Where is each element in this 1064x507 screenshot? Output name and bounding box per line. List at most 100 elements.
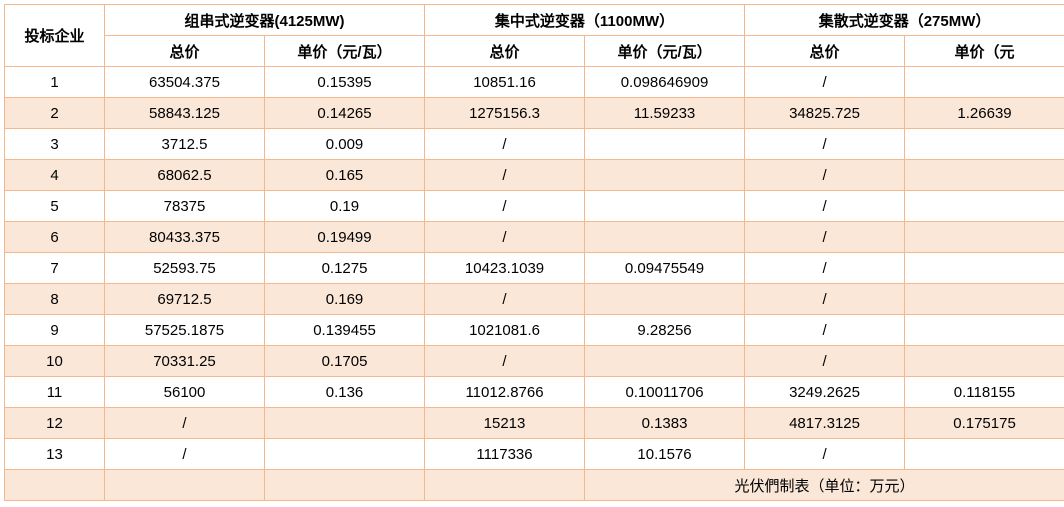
inverter-bid-table: 投标企业 组串式逆变器(4125MW) 集中式逆变器（1100MW） 集散式逆变… (4, 4, 1064, 501)
data-cell: 69712.5 (105, 284, 265, 315)
footer-row: 光伏們制表（单位：万元） (5, 470, 1064, 501)
data-cell: / (745, 439, 905, 470)
data-cell: 1.26639 (905, 98, 1064, 129)
data-cell: 15213 (425, 408, 585, 439)
data-cell: 11.59233 (585, 98, 745, 129)
data-cell: 0.169 (265, 284, 425, 315)
data-cell: 1275156.3 (425, 98, 585, 129)
data-cell: 0.1275 (265, 253, 425, 284)
data-cell (585, 129, 745, 160)
data-cell: / (105, 439, 265, 470)
data-cell: 68062.5 (105, 160, 265, 191)
data-cell: / (425, 160, 585, 191)
data-cell: / (745, 160, 905, 191)
data-cell (905, 315, 1064, 346)
table-row: 5783750.19// (5, 191, 1064, 222)
data-cell: 56100 (105, 377, 265, 408)
data-cell: / (425, 284, 585, 315)
data-cell (585, 160, 745, 191)
data-cell: 0.139455 (265, 315, 425, 346)
table-row: 13/111733610.1576/ (5, 439, 1064, 470)
data-cell: 0.19499 (265, 222, 425, 253)
data-cell: 10851.16 (425, 67, 585, 98)
table-row: 11561000.13611012.87660.100117063249.262… (5, 377, 1064, 408)
data-cell: 10423.1039 (425, 253, 585, 284)
bidder-id: 10 (5, 346, 105, 377)
header-sub: 总价 (425, 36, 585, 67)
bidder-id: 12 (5, 408, 105, 439)
bidder-id: 3 (5, 129, 105, 160)
bidder-id: 8 (5, 284, 105, 315)
table-row: 33712.50.009// (5, 129, 1064, 160)
header-sub: 单价（元/瓦） (585, 36, 745, 67)
table-row: 680433.3750.19499// (5, 222, 1064, 253)
data-cell (905, 67, 1064, 98)
footer-note: 光伏們制表（单位：万元） (585, 470, 1064, 501)
data-cell: 63504.375 (105, 67, 265, 98)
data-cell: / (745, 346, 905, 377)
header-group-central: 集中式逆变器（1100MW） (425, 5, 745, 36)
data-cell (585, 191, 745, 222)
table-row: 258843.1250.142651275156.311.5923334825.… (5, 98, 1064, 129)
header-group-string: 组串式逆变器(4125MW) (105, 5, 425, 36)
table-row: 1070331.250.1705// (5, 346, 1064, 377)
data-cell: 0.165 (265, 160, 425, 191)
data-cell (905, 284, 1064, 315)
data-cell (905, 439, 1064, 470)
header-sub: 单价（元 (905, 36, 1064, 67)
data-cell (585, 346, 745, 377)
data-cell: 78375 (105, 191, 265, 222)
data-cell: / (745, 222, 905, 253)
header-bidder: 投标企业 (5, 5, 105, 67)
table-header: 投标企业 组串式逆变器(4125MW) 集中式逆变器（1100MW） 集散式逆变… (5, 5, 1064, 67)
data-cell (905, 222, 1064, 253)
table-row: 12/152130.13834817.31250.175175 (5, 408, 1064, 439)
bidder-id: 4 (5, 160, 105, 191)
data-cell: / (425, 191, 585, 222)
table-row: 752593.750.127510423.10390.09475549/ (5, 253, 1064, 284)
bidder-id: 2 (5, 98, 105, 129)
data-cell: 0.175175 (905, 408, 1064, 439)
data-cell: 58843.125 (105, 98, 265, 129)
table-body: 163504.3750.1539510851.160.098646909/258… (5, 67, 1064, 501)
header-group-distributed: 集散式逆变器（275MW） (745, 5, 1064, 36)
data-cell: 9.28256 (585, 315, 745, 346)
data-cell (905, 253, 1064, 284)
data-cell (905, 191, 1064, 222)
data-cell: 0.14265 (265, 98, 425, 129)
data-cell (905, 160, 1064, 191)
data-cell: 0.098646909 (585, 67, 745, 98)
data-cell: 57525.1875 (105, 315, 265, 346)
bidder-id: 13 (5, 439, 105, 470)
data-cell: 0.09475549 (585, 253, 745, 284)
bidder-id: 11 (5, 377, 105, 408)
data-cell: 0.1383 (585, 408, 745, 439)
data-cell: 80433.375 (105, 222, 265, 253)
bidder-id: 1 (5, 67, 105, 98)
data-cell: 34825.725 (745, 98, 905, 129)
data-cell: 1117336 (425, 439, 585, 470)
data-cell (265, 408, 425, 439)
data-cell: / (745, 67, 905, 98)
data-cell: 3712.5 (105, 129, 265, 160)
data-cell: 70331.25 (105, 346, 265, 377)
table-row: 957525.18750.1394551021081.69.28256/ (5, 315, 1064, 346)
data-cell: / (745, 284, 905, 315)
footer-blank (425, 470, 585, 501)
data-cell: 52593.75 (105, 253, 265, 284)
bidder-id: 6 (5, 222, 105, 253)
data-cell: 0.15395 (265, 67, 425, 98)
data-cell: 0.009 (265, 129, 425, 160)
data-cell (265, 439, 425, 470)
data-cell: 3249.2625 (745, 377, 905, 408)
data-cell: 4817.3125 (745, 408, 905, 439)
data-cell (905, 346, 1064, 377)
data-cell (585, 284, 745, 315)
data-cell: / (745, 191, 905, 222)
data-cell: 10.1576 (585, 439, 745, 470)
header-sub: 总价 (105, 36, 265, 67)
header-sub: 单价（元/瓦） (265, 36, 425, 67)
footer-blank (105, 470, 265, 501)
data-cell: 0.136 (265, 377, 425, 408)
bidder-id: 9 (5, 315, 105, 346)
